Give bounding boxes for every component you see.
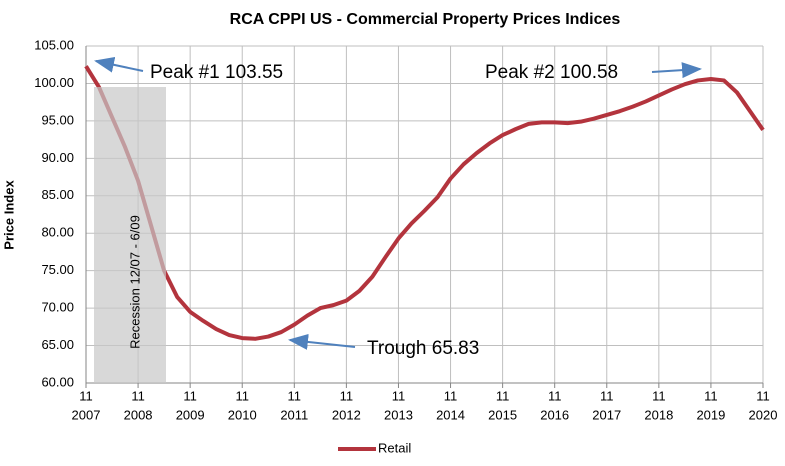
annotation: Trough 65.83	[367, 338, 479, 359]
y-tick-label: 85.00	[41, 187, 74, 202]
x-tick-label: 2011	[280, 407, 308, 422]
arrow	[651, 62, 702, 79]
recession-label: Recession 12/07 - 6/09	[127, 215, 142, 349]
x-tick-label: 2017	[592, 407, 621, 422]
x-tick-label: 2010	[228, 407, 257, 422]
x-tick-label: 11	[600, 388, 614, 403]
x-tick-label: 2014	[436, 407, 465, 422]
x-tick-label: 11	[496, 388, 510, 403]
legend: Retail	[338, 440, 411, 455]
annotation: Peak #2 100.58	[485, 62, 618, 83]
x-tick-label: 2013	[384, 407, 413, 422]
y-tick-label: 100.00	[34, 75, 74, 90]
x-tick-label: 2008	[124, 407, 153, 422]
annotations: Recession 12/07 - 6/09 Peak #1 103.55 Pe…	[94, 56, 702, 383]
plot-area: 60.00 65.00 70.00 75.00 80.00 85.00 90.00 95.00…	[34, 37, 777, 422]
x-tick-label: 11	[235, 388, 249, 403]
x-tick-label: 11	[704, 388, 718, 403]
y-tick-label: 80.00	[41, 225, 74, 240]
x-tick-label: 2007	[72, 407, 101, 422]
y-axis-title: Price Index	[1, 180, 16, 250]
x-tick-label: 2015	[488, 407, 517, 422]
x-tick-label: 11	[548, 388, 562, 403]
y-tick-label: 75.00	[41, 262, 74, 277]
x-tick-label: 11	[652, 388, 666, 403]
x-tick-label: 11	[756, 388, 770, 403]
x-tick-label: 2020	[749, 407, 778, 422]
x-tick-label: 11	[79, 388, 93, 403]
x-tick-label: 11	[131, 388, 145, 403]
x-tick-label: 11	[392, 388, 406, 403]
recession-shade	[94, 87, 166, 383]
y-tick-label: 90.00	[41, 150, 74, 165]
y-tick-label: 60.00	[41, 374, 74, 389]
arrow	[288, 333, 356, 350]
y-tick-label: 65.00	[41, 337, 74, 352]
legend-label: Retail	[378, 440, 411, 455]
x-tick-label: 2016	[540, 407, 569, 422]
annotation: Peak #1 103.55	[150, 62, 283, 83]
x-tick-label: 11	[183, 388, 197, 403]
x-tick-label: 2018	[644, 407, 673, 422]
y-tick-label: 95.00	[41, 112, 74, 127]
x-tick-label: 2012	[332, 407, 361, 422]
x-tick-label: 11	[340, 388, 354, 403]
x-tick-label: 11	[288, 388, 302, 403]
y-tick-label: 105.00	[34, 37, 74, 52]
x-tick-label: 11	[444, 388, 458, 403]
chart-title: RCA CPPI US - Commercial Property Prices…	[230, 11, 621, 28]
x-tick-label: 2019	[696, 407, 725, 422]
data-line	[84, 65, 765, 341]
y-tick-label: 70.00	[41, 300, 74, 315]
arrow	[94, 56, 144, 73]
x-tick-label: 2009	[176, 407, 205, 422]
